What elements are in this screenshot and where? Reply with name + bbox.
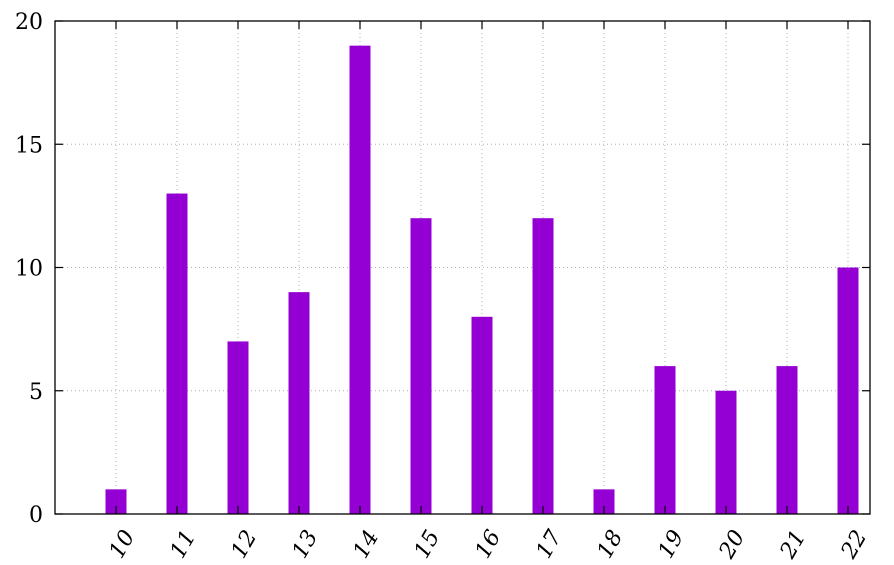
y-tick-label: 0 — [29, 503, 43, 528]
x-tick-label: 12 — [227, 526, 263, 563]
bar — [227, 341, 249, 514]
bar — [593, 489, 615, 514]
bar — [288, 292, 310, 514]
tick-labels: 0 5 10 15 20 10 11 12 13 14 15 16 17 18 19 20 21 22 — [15, 10, 872, 564]
bar — [166, 193, 188, 515]
x-tick-label: 21 — [775, 526, 811, 564]
bar — [654, 366, 676, 514]
x-tick-label: 17 — [532, 526, 568, 563]
x-tick-label: 14 — [349, 526, 385, 563]
y-tick-label: 10 — [15, 257, 43, 282]
bar — [532, 218, 554, 514]
y-tick-label: 20 — [15, 10, 43, 35]
y-tick-label: 5 — [29, 380, 43, 405]
bar — [776, 366, 798, 514]
x-tick-label: 16 — [471, 526, 507, 563]
bar — [471, 316, 493, 514]
bar — [837, 267, 859, 514]
bar — [349, 45, 371, 515]
x-tick-label: 18 — [593, 526, 629, 563]
x-tick-label: 11 — [166, 526, 202, 563]
x-tick-label: 15 — [410, 526, 446, 563]
x-tick-label: 20 — [714, 526, 750, 564]
x-tick-label: 22 — [836, 526, 872, 564]
ticks — [55, 20, 870, 515]
bar — [105, 489, 127, 514]
y-tick-label: 15 — [15, 133, 43, 158]
bar — [410, 218, 432, 514]
bars — [105, 45, 859, 515]
x-tick-label: 13 — [288, 526, 324, 563]
x-tick-label: 19 — [654, 526, 690, 563]
bar — [715, 390, 737, 514]
x-tick-label: 10 — [105, 526, 141, 563]
